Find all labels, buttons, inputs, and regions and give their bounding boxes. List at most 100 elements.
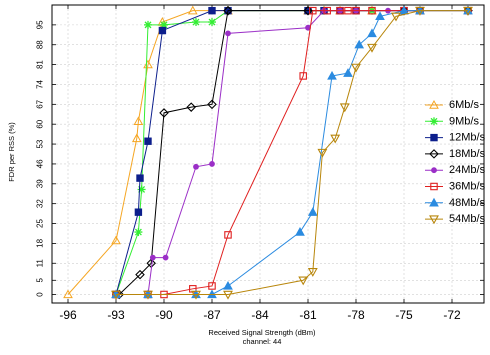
data-point (367, 43, 377, 53)
data-point (299, 72, 307, 80)
data-point (430, 117, 438, 126)
data-point (111, 290, 121, 300)
series-18mbs (114, 5, 473, 300)
data-point (307, 268, 318, 277)
series-48mbs (111, 5, 473, 299)
data-point (317, 148, 328, 158)
legend-entry: 48Mb/s (425, 197, 486, 209)
legend-label: 54Mb/s (449, 213, 486, 225)
plot-frame (51, 4, 485, 304)
data-point (111, 235, 121, 245)
x-tick-label: -84 (251, 308, 269, 322)
data-point (193, 163, 199, 170)
data-point (207, 99, 217, 110)
x-axis-label: Received Signal Strength (dBm) (208, 328, 316, 337)
y-tick-label: 53 (36, 139, 45, 148)
series-line (116, 10, 468, 295)
data-point (137, 185, 146, 194)
x-tick-label: -87 (203, 308, 221, 322)
series-12mbs (112, 6, 424, 299)
star-stroke (430, 117, 438, 125)
data-point (135, 269, 145, 280)
data-point (367, 28, 377, 38)
x-tick-label: -81 (299, 308, 317, 322)
star-stroke (208, 18, 216, 26)
data-point (295, 227, 305, 236)
legend-label: 12Mb/s (449, 132, 486, 144)
series-54mbs (111, 6, 473, 300)
data-point (208, 282, 216, 290)
x-tick-label: -96 (59, 308, 77, 322)
legend-label: 9Mb/s (449, 115, 479, 127)
y-tick-label: 11 (36, 259, 45, 268)
x-tick-label: -72 (443, 308, 461, 322)
data-point (134, 208, 143, 216)
data-point (136, 174, 144, 182)
data-point (430, 133, 438, 142)
legend-label: 36Mb/s (449, 181, 486, 193)
x-tick-label: -78 (347, 308, 365, 322)
data-point (191, 290, 201, 300)
legend-entry: 18Mb/s (425, 148, 486, 160)
y-tick-label: 18 (36, 238, 45, 247)
data-point (208, 6, 216, 15)
data-point (307, 207, 318, 216)
data-point (399, 5, 409, 15)
data-point (330, 134, 341, 144)
series-line (115, 10, 372, 295)
data-point (431, 167, 437, 174)
data-point (429, 149, 439, 159)
legend-entry: 36Mb/s (425, 181, 486, 193)
data-point (149, 254, 156, 261)
y-tick-label: 60 (36, 119, 45, 128)
x-tick-label: -93 (107, 308, 125, 322)
data-point (344, 6, 352, 15)
data-point (209, 161, 215, 167)
data-point (391, 12, 401, 22)
legend-entry: 24Mb/s (425, 164, 486, 176)
y-axis-label: FDR per RSS (%) (7, 122, 16, 182)
data-point (354, 39, 365, 49)
data-point (223, 290, 233, 300)
legend-label: 6Mb/s (449, 99, 479, 111)
data-point (303, 5, 313, 16)
legend-label: 18Mb/s (449, 148, 486, 160)
y-tick-label: 32 (36, 199, 45, 208)
data-point (323, 6, 331, 15)
data-point (429, 215, 439, 225)
data-point (131, 133, 142, 143)
data-point (463, 6, 473, 16)
data-point (327, 70, 337, 80)
data-point (368, 6, 376, 15)
y-tick-label: 5 (36, 278, 45, 283)
series-line (116, 10, 468, 295)
data-point (133, 116, 144, 126)
data-point (298, 276, 309, 286)
legend-entry: 6Mb/s (425, 99, 479, 111)
data-point (429, 197, 439, 207)
data-point (223, 5, 233, 16)
legend-label: 48Mb/s (449, 197, 486, 209)
data-point (143, 290, 153, 300)
data-point (158, 26, 167, 35)
y-tick-label: 88 (36, 40, 45, 49)
data-point (223, 280, 233, 290)
data-point (186, 102, 196, 112)
star-stroke (144, 21, 152, 29)
series-line (116, 10, 420, 295)
data-point (336, 6, 344, 15)
legend-label: 24Mb/s (449, 164, 486, 176)
data-point (224, 231, 232, 239)
x-tick-label: -75 (395, 308, 413, 322)
data-point (144, 137, 152, 145)
data-point (430, 182, 438, 191)
legend-entry: 9Mb/s (425, 115, 479, 127)
series-line (115, 10, 420, 295)
x-tick-label: -90 (155, 308, 173, 322)
y-tick-label: 95 (36, 20, 45, 29)
data-point (351, 63, 361, 73)
y-tick-label: 0 (36, 292, 45, 297)
data-point (192, 18, 200, 27)
